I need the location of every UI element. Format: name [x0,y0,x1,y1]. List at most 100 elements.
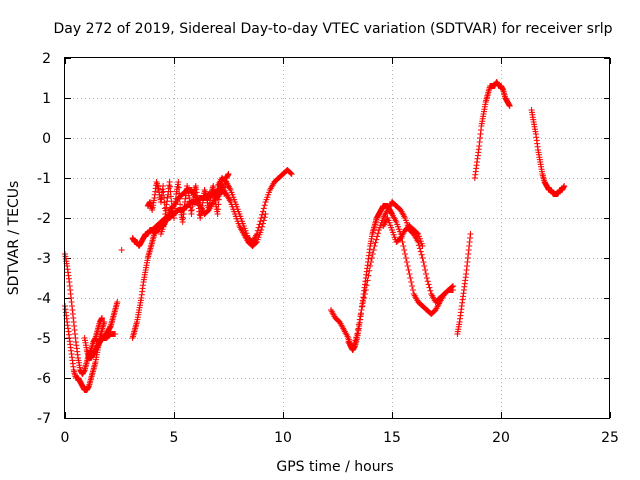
data-point [407,275,414,281]
data-point [449,283,456,290]
x-tick-label: 0 [61,430,70,446]
series-isolated [118,247,125,253]
data-point [160,194,167,201]
data-point [506,103,513,109]
series-trace-n [454,231,474,337]
y-tick-label: -6 [37,371,51,387]
data-point [260,217,267,224]
y-tick-label: -5 [37,331,51,347]
y-axis-label: SDTVAR / TECUs [6,181,22,296]
y-tick-label: 1 [42,91,51,107]
series-trace-o [471,79,513,181]
data-point [409,287,416,293]
plot-frame [64,57,610,419]
data-point [368,259,375,265]
data-point [351,340,358,347]
data-point [287,170,294,177]
data-point [357,311,364,318]
series-trace-l [345,199,457,353]
y-tick-label: -1 [37,171,51,187]
data-point [403,259,410,265]
data-point [467,231,474,237]
data-point [425,281,432,288]
data-point [423,271,430,277]
data-point [426,284,433,291]
x-tick-label: 25 [601,430,619,446]
data-point [363,282,370,289]
data-point [112,331,119,337]
data-point [420,259,427,265]
data-point [364,277,371,284]
data-point [417,248,424,255]
data-point [360,299,367,305]
x-tick-labels: 0 5 10 15 20 25 [61,430,619,446]
data-point [260,205,267,212]
series-trace-j [214,187,269,249]
data-point [422,267,429,273]
x-axis-label: GPS time / hours [276,459,393,475]
data-point [355,321,362,328]
data-point [362,287,369,293]
x-tick-label: 20 [492,430,510,446]
data-points [62,79,568,393]
data-point [352,337,359,344]
data-point [262,211,269,217]
data-point [99,315,106,321]
data-point [418,251,425,258]
data-point [350,343,357,350]
data-point [424,278,431,285]
y-tick-label: -7 [37,411,51,427]
data-point [419,255,426,261]
data-point [450,283,457,289]
data-point [358,307,365,313]
data-point [354,331,361,337]
data-point [258,227,265,233]
series-trace-d [94,331,119,345]
data-point [225,171,232,177]
data-point [259,220,266,227]
data-point [414,230,421,237]
data-point [361,295,368,301]
x-tick-label: 5 [170,430,179,446]
data-point [259,223,266,230]
data-point [408,279,415,285]
series-trace-k [327,203,457,353]
data-point [423,275,430,281]
series-trace-p [528,107,568,197]
data-point [375,230,382,237]
y-tick-label: 2 [42,51,51,67]
data-point [400,243,407,249]
data-point [371,243,378,249]
data-point [359,303,366,309]
data-point [419,243,426,249]
data-point [252,239,259,246]
data-point [421,263,428,269]
data-point [175,179,182,185]
data-point [406,271,413,277]
y-tick-label: -4 [37,291,51,307]
data-point [356,316,363,323]
data-point [409,283,416,289]
data-point [365,272,372,279]
data-point [253,231,260,237]
data-point [367,263,374,269]
data-point [261,214,268,221]
data-point [114,299,121,305]
data-point [368,255,375,261]
y-tick-label: -2 [37,211,51,227]
data-point [353,334,360,341]
data-point [349,347,356,353]
data-point [369,251,376,257]
data-point [373,236,380,243]
data-point [177,201,184,208]
data-point [561,183,568,189]
x-tick-label: 15 [383,430,401,446]
data-point [175,184,182,191]
data-point [402,255,409,261]
y-tick-labels: -7 -6 -5 -4 -3 -2 -1 0 1 2 [37,51,51,427]
data-point [288,171,295,177]
data-point [415,239,422,245]
data-point [366,267,373,274]
data-point [372,239,379,246]
